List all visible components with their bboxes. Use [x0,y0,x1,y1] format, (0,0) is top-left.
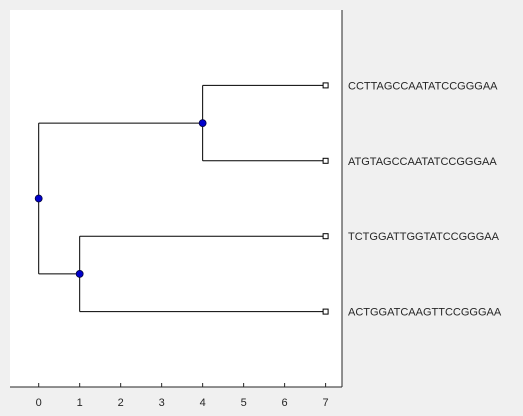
x-tick-group: 0 1 2 3 4 5 6 7 [36,383,329,409]
node-root [34,194,43,203]
x-tick-label-7: 7 [323,397,329,409]
x-tick-label-3: 3 [159,397,165,409]
x-tick-label-2: 2 [118,397,124,409]
x-tick-label-4: 4 [200,397,206,409]
leaf-label-2: TCTGGATTGGTATCCGGGAA [348,231,500,243]
leaf-marker-3 [322,308,329,315]
leaf-label-0: CCTTAGCCAATATCCGGGAA [348,80,498,92]
node-n_bottom [75,269,84,278]
leaf-label-1: ATGTAGCCAATATCCGGGAA [348,156,497,168]
leaf-marker-0 [322,82,329,89]
x-tick-label-5: 5 [241,397,247,409]
x-tick-label-1: 1 [77,397,83,409]
node-group [34,82,329,315]
x-tick-label-0: 0 [36,397,42,409]
plot-area [10,10,342,387]
leaf-label-3: ACTGGATCAAGTTCCGGGAA [348,307,502,319]
leaf-label-group: CCTTAGCCAATATCCGGGAA ATGTAGCCAATATCCGGGAA… [348,80,502,318]
x-tick-label-6: 6 [282,397,288,409]
leaf-marker-2 [322,233,329,240]
node-n_top [198,119,207,127]
leaf-marker-1 [322,157,329,164]
